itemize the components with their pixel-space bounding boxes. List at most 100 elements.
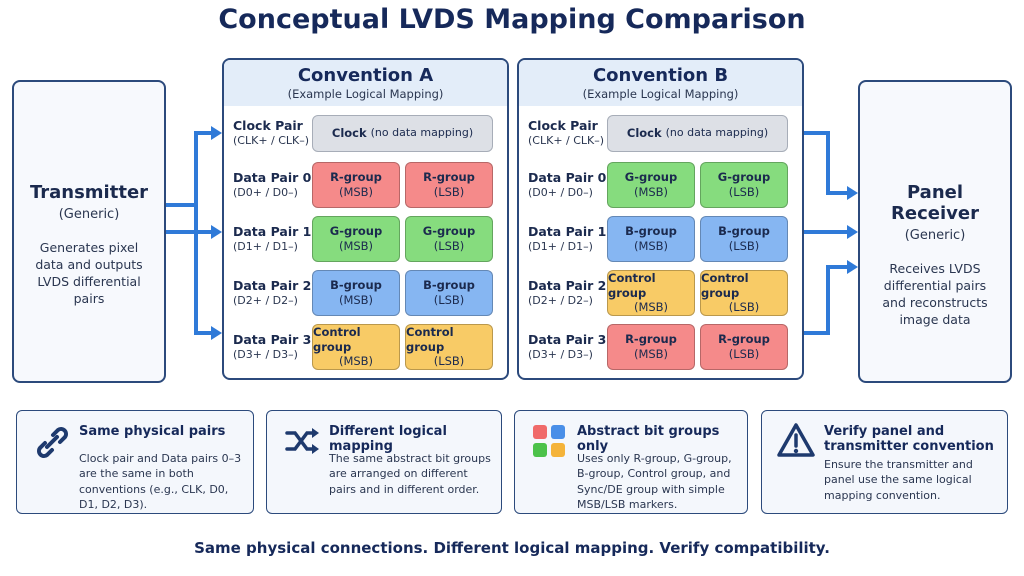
convention-panel: Convention B (Example Logical Mapping) Clo… — [517, 58, 804, 380]
row-label: Data Pair 0 (D0+ / D0–) — [233, 170, 318, 201]
card-title: Same physical pairs — [79, 424, 226, 439]
pair-pins: (D2+ / D2–) — [528, 294, 593, 308]
group-cell: Control group (LSB) — [700, 270, 788, 316]
receiver-description: Receives LVDS differential pairs and rec… — [882, 261, 988, 327]
info-card: Different logical mapping The same abstra… — [266, 410, 502, 514]
pair-name: Data Pair 1 — [528, 224, 607, 239]
group-name: G-group — [624, 170, 678, 185]
group-name: G-group — [717, 170, 771, 185]
row-label: Data Pair 2 (D2+ / D2–) — [233, 278, 318, 309]
pair-pins: (D3+ / D3–) — [233, 348, 298, 362]
pair-pins: (CLK+ / CLK–) — [233, 134, 310, 148]
clock-note: (no data mapping) — [665, 126, 769, 140]
info-card: Same physical pairs Clock pair and Data p… — [16, 410, 254, 514]
group-bit: (MSB) — [338, 239, 374, 253]
card-icon — [533, 425, 565, 457]
group-cell: Control group (MSB) — [312, 324, 400, 370]
group-cell: Control group (LSB) — [405, 324, 493, 370]
pair-pins: (D0+ / D0–) — [528, 186, 593, 200]
panel-subtitle: (Example Logical Mapping) — [287, 87, 444, 101]
group-name: B-group — [330, 278, 382, 293]
group-name: B-group — [718, 224, 770, 239]
row-label: Clock Pair (CLK+ / CLK–) — [528, 118, 613, 149]
card-title: Different logical mapping — [329, 424, 447, 454]
group-bit: (MSB) — [633, 239, 669, 253]
panel-subtitle: (Example Logical Mapping) — [582, 87, 739, 101]
clock-cell: Clock (no data mapping) — [607, 115, 788, 152]
pair-name: Clock Pair — [233, 118, 303, 133]
row-label: Data Pair 1 (D1+ / D1–) — [528, 224, 613, 255]
row-label: Data Pair 3 (D3+ / D3–) — [528, 332, 613, 363]
panel-title: Convention A — [297, 65, 434, 86]
card-title: Verify panel and transmitter convention — [824, 424, 994, 454]
pair-pins: (D1+ / D1–) — [233, 240, 298, 254]
group-bit: (LSB) — [433, 239, 465, 253]
receiver-box: Panel Receiver (Generic) Receives LVDS dif… — [858, 80, 1012, 383]
group-name: Control group — [701, 270, 749, 300]
pair-pins: (D3+ / D3–) — [528, 348, 593, 362]
group-bit: (MSB) — [338, 354, 374, 369]
card-title: Abstract bit groups only — [577, 424, 720, 454]
group-bit: (MSB) — [633, 347, 669, 361]
card-text: Uses only R-group, G-group, B-group, Con… — [577, 452, 732, 512]
transmitter-subtitle: (Generic) — [58, 207, 120, 222]
pair-name: Data Pair 0 — [528, 170, 607, 185]
title: Conceptual LVDS Mapping Comparison — [218, 4, 806, 35]
group-bit: (MSB) — [338, 293, 374, 307]
pair-pins: (D1+ / D1–) — [528, 240, 593, 254]
receiver-subtitle: (Generic) — [904, 228, 966, 243]
transmitter-box: Transmitter (Generic) Generates pixel data… — [12, 80, 166, 383]
info-card: Abstract bit groups only Uses only R-grou… — [514, 410, 748, 514]
group-cell: B-group (LSB) — [405, 270, 493, 316]
group-bit: (LSB) — [728, 300, 760, 315]
pair-name: Clock Pair — [528, 118, 598, 133]
group-bit: (MSB) — [633, 185, 669, 199]
card-icon — [285, 428, 319, 454]
group-cell: Control group (MSB) — [607, 270, 695, 316]
receiver-title: Panel Receiver — [891, 182, 979, 224]
group-name: R-group — [423, 170, 475, 185]
group-name: Control group — [608, 270, 656, 300]
group-name: B-group — [423, 278, 475, 293]
pair-pins: (CLK+ / CLK–) — [528, 134, 605, 148]
group-bit: (MSB) — [633, 300, 669, 315]
row-label: Clock Pair (CLK+ / CLK–) — [233, 118, 318, 149]
card-icon — [37, 427, 68, 458]
group-cell: B-group (LSB) — [700, 216, 788, 262]
group-name: Control group — [406, 324, 454, 354]
group-cell: G-group (MSB) — [607, 162, 695, 208]
panel-header: Convention A (Example Logical Mapping) — [224, 60, 507, 106]
transmitter-title: Transmitter — [29, 182, 149, 203]
group-bit: (LSB) — [433, 185, 465, 199]
clock-label: Clock — [331, 126, 367, 141]
group-cell: G-group (MSB) — [312, 216, 400, 262]
convention-panel: Convention A (Example Logical Mapping) Clo… — [222, 58, 509, 380]
pair-name: Data Pair 1 — [233, 224, 312, 239]
group-cell: B-group (MSB) — [607, 216, 695, 262]
group-bit: (MSB) — [338, 185, 374, 199]
transmitter-description: Generates pixel data and outputs LVDS di… — [35, 240, 143, 306]
row-label: Data Pair 2 (D2+ / D2–) — [528, 278, 613, 309]
group-name: R-group — [625, 332, 677, 347]
group-bit: (LSB) — [433, 354, 465, 369]
group-name: R-group — [718, 332, 770, 347]
group-name: G-group — [422, 224, 476, 239]
row-label: Data Pair 3 (D3+ / D3–) — [233, 332, 318, 363]
pair-pins: (D2+ / D2–) — [233, 294, 298, 308]
group-bit: (LSB) — [728, 347, 760, 361]
group-cell: B-group (MSB) — [312, 270, 400, 316]
panel-title: Convention B — [592, 65, 729, 86]
pair-name: Data Pair 2 — [233, 278, 312, 293]
group-bit: (LSB) — [433, 293, 465, 307]
row-label: Data Pair 1 (D1+ / D1–) — [233, 224, 318, 255]
group-bit: (LSB) — [728, 239, 760, 253]
group-cell: G-group (LSB) — [405, 216, 493, 262]
group-cell: G-group (LSB) — [700, 162, 788, 208]
pair-name: Data Pair 3 — [528, 332, 607, 347]
pair-name: Data Pair 3 — [233, 332, 312, 347]
card-text: The same abstract bit groups are arrange… — [329, 452, 491, 496]
footer: Same physical connections. Different log… — [194, 539, 830, 557]
pair-name: Data Pair 2 — [528, 278, 607, 293]
